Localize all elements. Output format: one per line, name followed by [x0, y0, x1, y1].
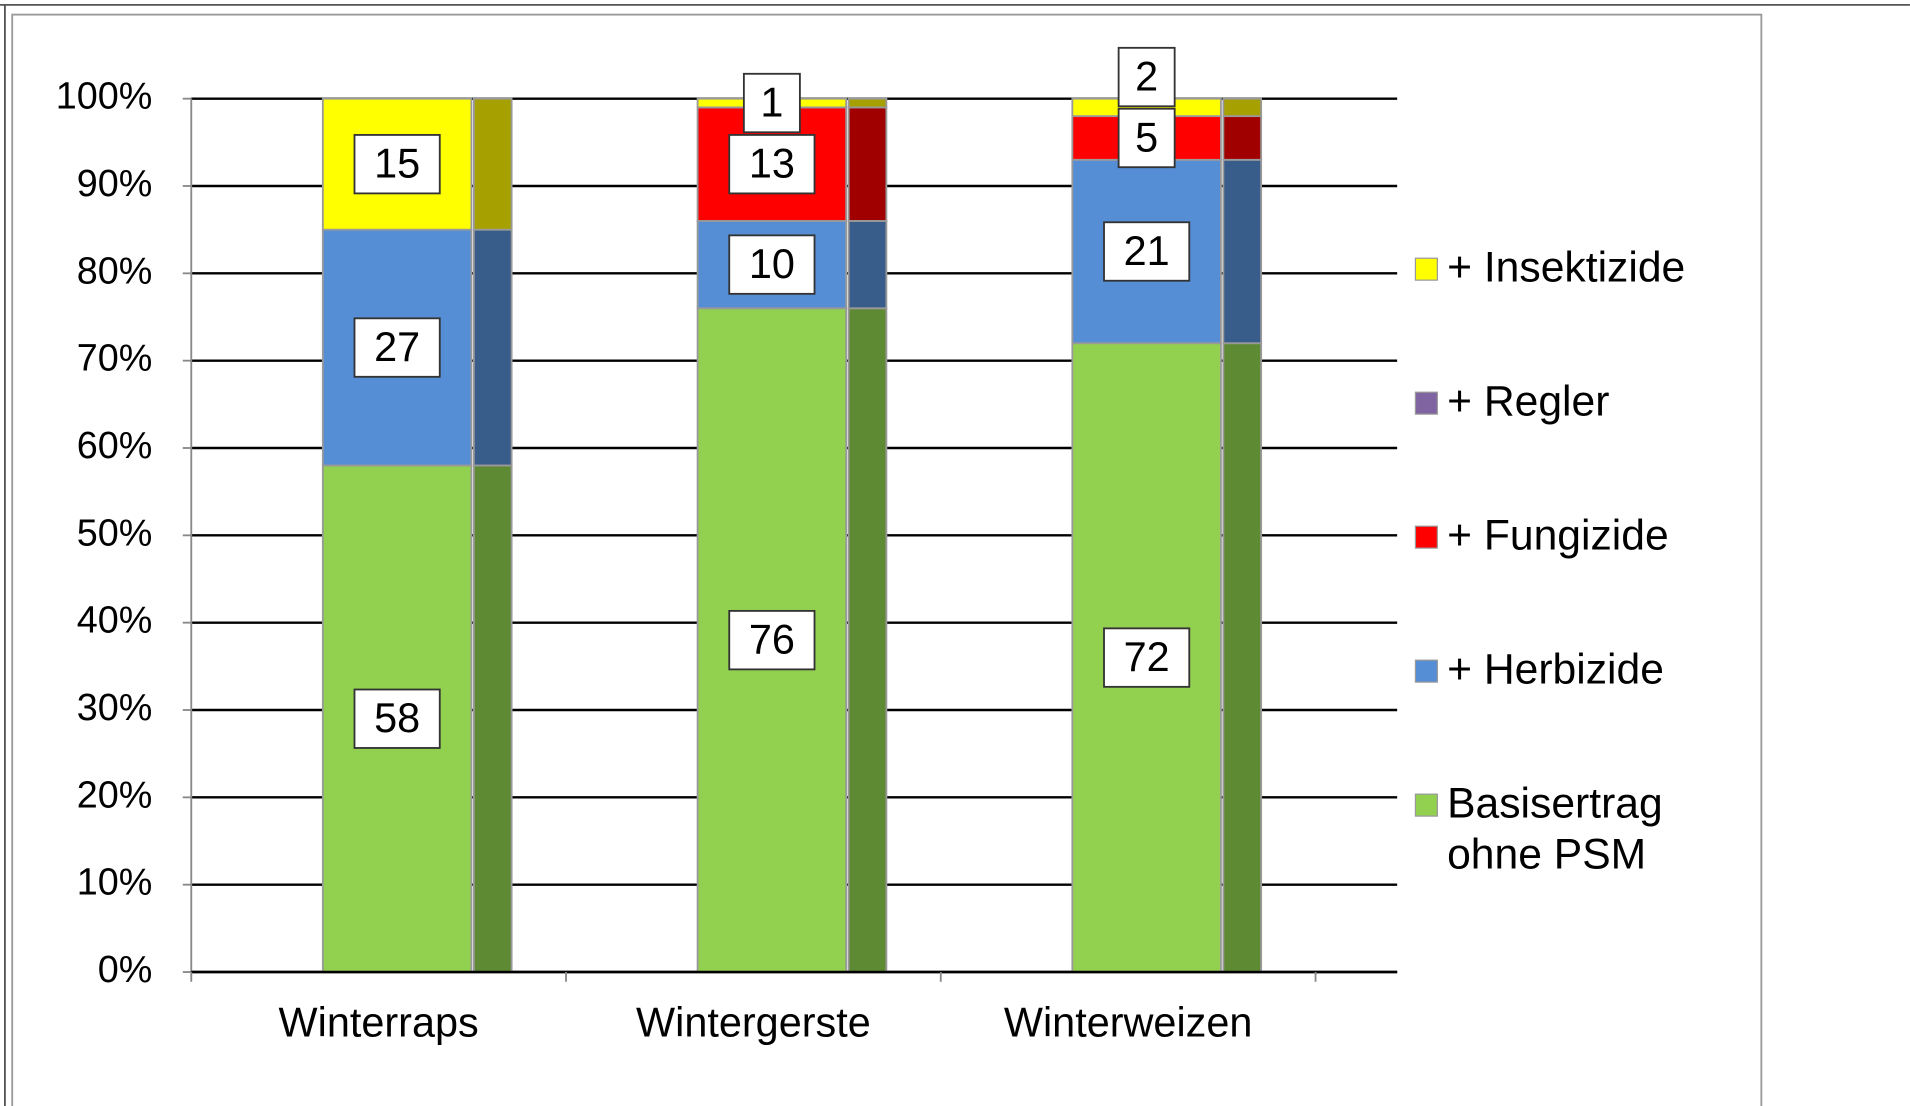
data-label-box: [353, 688, 441, 749]
y-tick-label: 60%: [77, 424, 153, 466]
data-label: 2: [1135, 53, 1158, 99]
bar-side: [472, 228, 513, 467]
y-tick-label: 10%: [77, 861, 153, 903]
data-label-box: [742, 72, 801, 134]
y-tick-label: 50%: [77, 511, 153, 553]
data-label: 13: [749, 141, 795, 187]
y-tick-label: 30%: [77, 686, 153, 728]
x-tick-label: Winterraps: [279, 1000, 479, 1046]
bar-side: [1222, 158, 1263, 345]
bar-side: [847, 106, 888, 222]
data-label: 5: [1135, 114, 1158, 160]
legend-marker: [1414, 257, 1438, 281]
bar-side: [1222, 97, 1263, 118]
y-tick-label: 100%: [56, 75, 153, 117]
bar-side: [472, 464, 513, 973]
bar-side: [1222, 342, 1263, 973]
legend-label: + Herbizide: [1447, 645, 1664, 694]
data-label-box: [353, 317, 441, 378]
y-tick-label: 20%: [77, 773, 153, 815]
bar-side: [472, 97, 513, 231]
legend-entry: + Regler: [1447, 377, 1610, 426]
legend-entry: + Fungizide: [1447, 511, 1669, 560]
data-label: 15: [374, 141, 420, 187]
legend-entry: + Herbizide: [1447, 645, 1664, 694]
data-label-box: [1117, 107, 1176, 169]
bar-side: [1222, 115, 1263, 161]
legend-label: + Insektizide: [1447, 243, 1686, 292]
x-tick-label: Wintergerste: [636, 1000, 871, 1046]
x-tick-label: Winterweizen: [1004, 1000, 1253, 1046]
legend-entry: Basisertrag ohne PSM: [1447, 779, 1663, 879]
data-label: 10: [749, 241, 795, 287]
data-label-box: [1117, 46, 1176, 108]
legend-label: + Fungizide: [1447, 511, 1669, 560]
legend-label: + Regler: [1447, 377, 1610, 426]
legend-marker: [1414, 391, 1438, 415]
data-label: 1: [760, 79, 783, 125]
bar-side: [847, 220, 888, 310]
legend-entry: + Insektizide: [1447, 243, 1686, 292]
data-label-box: [1103, 627, 1191, 688]
data-label-box: [728, 609, 816, 671]
data-label-box: [353, 134, 441, 195]
data-label: 72: [1124, 634, 1170, 680]
legend-marker: [1414, 659, 1438, 683]
y-tick-label: 90%: [77, 162, 153, 204]
legend-marker: [1414, 525, 1438, 549]
legend-marker: [1414, 793, 1438, 817]
chart-frame: [11, 13, 1763, 1106]
data-label-box: [728, 234, 816, 295]
bar-side: [847, 97, 888, 109]
legend-label: Basisertrag ohne PSM: [1447, 779, 1663, 879]
data-label: 27: [374, 324, 420, 370]
data-label-box: [1103, 221, 1191, 282]
y-tick-label: 0%: [98, 948, 153, 990]
data-label: 58: [374, 695, 420, 741]
y-tick-label: 40%: [77, 599, 153, 641]
data-label: 21: [1124, 228, 1170, 274]
y-tick-label: 80%: [77, 249, 153, 291]
data-label: 76: [749, 617, 795, 663]
bar-side: [847, 307, 888, 973]
y-tick-label: 70%: [77, 337, 153, 379]
data-label-box: [728, 134, 816, 195]
